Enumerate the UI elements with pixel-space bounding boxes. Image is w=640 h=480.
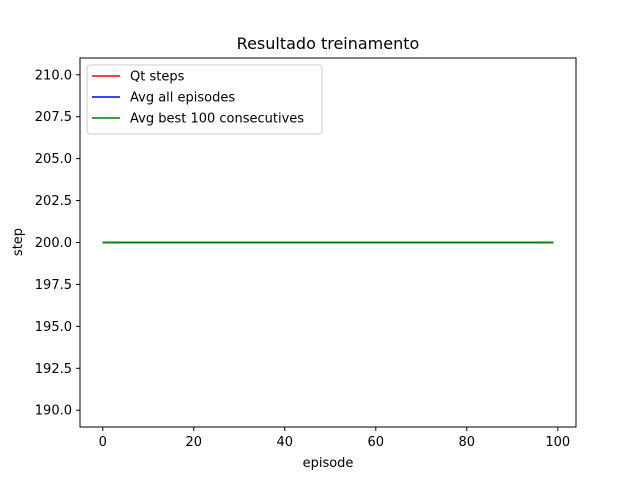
y-axis: 190.0 192.5 195.0 197.5 200.0 202.5 205.0 207.5… bbox=[35, 68, 80, 419]
chart-title: Resultado treinamento bbox=[237, 34, 420, 53]
legend-box bbox=[86, 64, 323, 135]
x-tick-label: 100 bbox=[545, 435, 570, 450]
y-tick-label: 197.5 bbox=[35, 278, 72, 293]
y-tick-label: 202.5 bbox=[35, 194, 72, 209]
x-tick-label: 0 bbox=[99, 435, 107, 450]
y-tick-label: 195.0 bbox=[35, 320, 72, 335]
y-tick-label: 207.5 bbox=[35, 110, 72, 125]
y-tick-label: 210.0 bbox=[35, 68, 72, 83]
legend-label-3: Avg best 100 consecutives bbox=[130, 112, 304, 127]
x-axis: 0 20 40 60 80 100 bbox=[99, 427, 570, 450]
y-tick-label: 190.0 bbox=[35, 404, 72, 419]
x-tick-label: 20 bbox=[185, 435, 202, 450]
x-tick-label: 40 bbox=[276, 435, 293, 450]
y-axis-label: step bbox=[11, 228, 26, 256]
y-tick-label: 192.5 bbox=[35, 362, 72, 377]
y-tick-label: 205.0 bbox=[35, 152, 72, 167]
x-tick-label: 80 bbox=[459, 435, 476, 450]
y-tick-label: 200.0 bbox=[35, 236, 72, 251]
legend: Qt steps Avg all episodes Avg best 100 con… bbox=[86, 64, 323, 135]
x-tick-label: 60 bbox=[368, 435, 385, 450]
x-axis-label: episode bbox=[303, 456, 354, 471]
legend-label-1: Qt steps bbox=[130, 70, 185, 85]
legend-label-2: Avg all episodes bbox=[130, 91, 235, 106]
